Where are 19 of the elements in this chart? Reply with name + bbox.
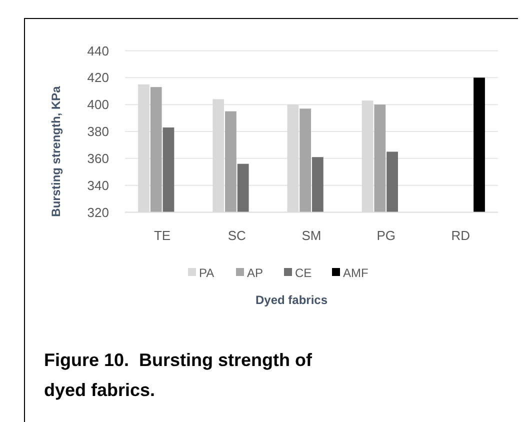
legend-label: CE xyxy=(295,266,312,280)
y-tick-label: 380 xyxy=(87,124,109,140)
caption: Figure 10. Bursting strength of dyed fabrics. xyxy=(44,350,314,400)
y-tick-label: 360 xyxy=(87,150,109,166)
x-tick-label: TE xyxy=(154,228,171,243)
y-tick-label: 440 xyxy=(87,43,109,58)
legend-label: AMF xyxy=(343,266,368,280)
x-tick-label: RD xyxy=(451,228,470,243)
y-axis-title: Bursting strength, KPa xyxy=(49,86,63,217)
x-tick-label: PG xyxy=(376,228,396,243)
x-tick-label: SC xyxy=(228,228,246,243)
y-tick-label: 340 xyxy=(87,178,109,193)
legend-label: AP xyxy=(247,266,264,280)
y-tick-label: 320 xyxy=(87,204,109,220)
y-tick-label: 400 xyxy=(87,97,109,112)
y-tick-label: 420 xyxy=(87,70,109,86)
legend-label: PA xyxy=(199,266,214,280)
x-axis-title: Dyed fabrics xyxy=(255,293,328,307)
x-tick-label: SM xyxy=(302,228,322,243)
